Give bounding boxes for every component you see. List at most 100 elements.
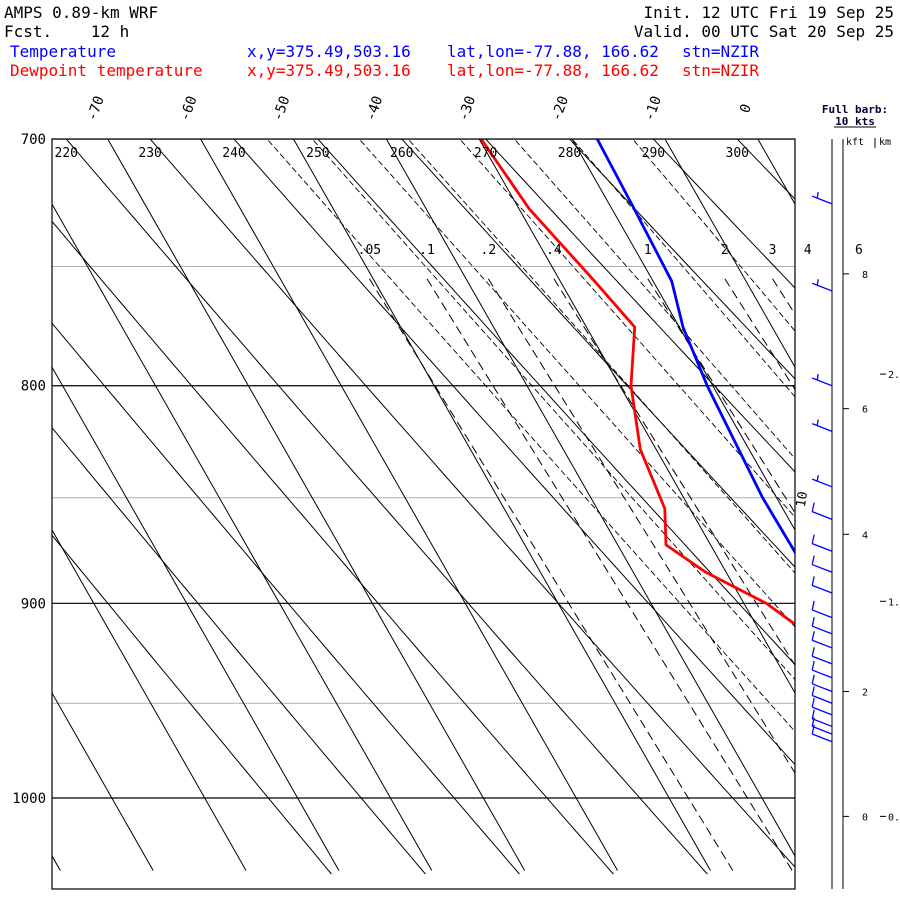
dewpoint-legend: Dewpoint temperature — [10, 61, 203, 80]
dewpoint-xy: x,y=375.49,503.16 — [247, 61, 411, 80]
temperature-legend: Temperature — [10, 42, 116, 61]
wind-barb-full — [811, 698, 815, 708]
wind-barb-full — [811, 674, 815, 684]
wind-barb-shaft — [811, 609, 833, 619]
wind-barb-shaft — [811, 377, 833, 387]
model-title: AMPS 0.89-km WRF — [4, 3, 159, 22]
isotherm-line — [571, 139, 795, 532]
temperature-profile-line — [595, 139, 795, 555]
forecast-hour: Fcst. 12 h — [4, 22, 130, 41]
wind-barb-shaft — [811, 733, 833, 743]
mixing-ratio-label: .4 — [546, 243, 562, 258]
pressure-label: 700 — [21, 132, 46, 148]
wind-barb-shaft — [811, 625, 833, 635]
kft-label: 6 — [862, 405, 868, 416]
mixing-ratio-line — [426, 278, 793, 871]
wind-barb-full — [811, 717, 815, 727]
isotherm-label: -40 — [363, 94, 387, 123]
wind-barb-full — [811, 502, 815, 512]
pressure-label: 800 — [21, 379, 46, 395]
wind-barb-half — [816, 373, 819, 381]
init-time: Init. 12 UTC Fri 19 Sep 25 — [643, 3, 894, 22]
dry-adiabat-label: 260 — [390, 146, 413, 161]
wind-and-height-panel: Full barb:10 kts kft km 8 6 4 2 0 2. 1. 0. 10 — [794, 103, 900, 889]
wind-barb-full — [811, 724, 815, 735]
isotherm-line — [107, 139, 526, 871]
mixing-ratio-line — [724, 278, 795, 391]
mixing-ratio-line — [772, 278, 795, 315]
wind-barb-shaft — [811, 706, 833, 716]
kft-axis-label: kft — [846, 137, 864, 148]
mixing-ratio-label: .2 — [481, 243, 497, 258]
wind-barb-shaft — [811, 563, 833, 573]
wind-barb-half — [816, 475, 819, 482]
dry-adiabat-line — [52, 426, 426, 875]
wind-barb-shaft — [811, 423, 833, 432]
mixing-ratio-line — [553, 278, 795, 667]
wind-barb-full — [811, 576, 815, 586]
isotherm-line — [52, 529, 247, 871]
moist-adiabat-line — [407, 139, 795, 574]
wind-barb-full — [811, 686, 815, 696]
mixing-ratio-line — [368, 278, 734, 871]
wind-barb-shaft — [811, 282, 833, 292]
pressure-label: 900 — [21, 596, 46, 612]
isotherm-line — [757, 139, 795, 206]
dry-adiabat-label: 290 — [642, 146, 665, 161]
mixing-ratio-line — [808, 279, 900, 871]
dewpoint-profile-line — [479, 139, 795, 626]
isotherm-line — [664, 139, 795, 369]
dry-adiabat-label: 230 — [138, 146, 161, 161]
wind-barb-shaft — [811, 478, 833, 488]
wind-barb-shaft — [811, 694, 833, 704]
wind-barb-full — [811, 647, 815, 657]
mixing-ratio-label: 2 — [721, 243, 729, 258]
diagram-grid — [52, 139, 900, 875]
wind-barb-shaft — [811, 542, 833, 552]
isotherm-line — [52, 366, 340, 871]
isotherm-label: -50 — [270, 94, 294, 123]
dry-adiabat-label: 270 — [474, 146, 497, 161]
dry-adiabat-line — [736, 139, 795, 200]
wind-barb-full — [811, 534, 815, 544]
dry-adiabat-line — [484, 139, 795, 473]
dry-adiabat-line — [652, 139, 795, 289]
wind-barb-shaft — [811, 584, 833, 594]
wind-barb-shaft — [811, 725, 833, 735]
pressure-label: 1000 — [12, 791, 46, 807]
moist-adiabat-line — [571, 139, 795, 398]
dry-adiabat-line — [149, 139, 795, 868]
mixing-ratio-label: 6 — [855, 243, 863, 258]
temperature-station: stn=NZIR — [682, 42, 760, 61]
wind-barb-shaft — [811, 655, 833, 665]
wind-barb-half — [816, 279, 819, 286]
moist-adiabat-line — [358, 139, 795, 628]
isotherm-label: -10 — [641, 94, 665, 123]
isotherm-line — [52, 854, 61, 871]
isotherm-line — [52, 203, 433, 871]
kft-label: 2 — [862, 688, 868, 699]
mixing-ratio-label: 1 — [644, 243, 652, 258]
mixing-ratio-label: 3 — [769, 243, 777, 258]
mixing-ratio-line — [859, 279, 900, 871]
moist-adiabat-line — [459, 139, 795, 518]
dry-adiabat-line — [52, 322, 520, 875]
mixing-ratio-label: .1 — [419, 243, 435, 258]
temperature-xy: x,y=375.49,503.16 — [247, 42, 411, 61]
kft-label: 4 — [862, 530, 868, 541]
isotherm-line — [200, 139, 618, 871]
isotherm-line — [52, 691, 154, 871]
isotherm-label: 0 — [737, 102, 755, 115]
moist-adiabat-line — [266, 139, 795, 733]
wind-speed-marker: 10 — [794, 490, 811, 508]
dry-adiabat-line — [52, 220, 614, 875]
dry-adiabat-line — [65, 139, 708, 875]
wind-barb-full — [811, 600, 815, 611]
wind-barb-full — [811, 617, 815, 627]
wind-barb-full — [811, 660, 815, 671]
kft-label: 0 — [862, 812, 868, 823]
sounding-profiles — [479, 139, 795, 626]
isotherm-label: -30 — [456, 94, 480, 123]
barb-legend-title: Full barb: — [822, 103, 888, 116]
